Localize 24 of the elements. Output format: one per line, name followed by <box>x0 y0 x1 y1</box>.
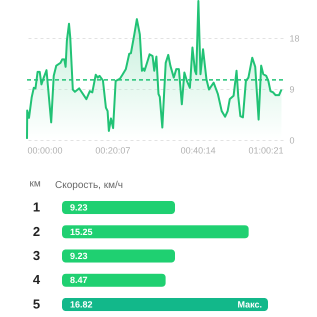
data-label: 16.82 <box>70 299 93 310</box>
y-tick-label: 0 <box>290 136 295 146</box>
bar <box>62 298 268 312</box>
data-label: 8.47 <box>70 275 88 286</box>
x-tick-label: 01:00:21 <box>248 146 284 156</box>
y-tick-label: 1 <box>32 200 40 215</box>
y-tick-label: 3 <box>32 248 40 263</box>
y-tick-label: 4 <box>32 272 41 288</box>
y-tick-label: 9 <box>290 84 295 94</box>
data-label: 9.23 <box>70 202 88 213</box>
y-tick-label: 18 <box>290 33 300 44</box>
x-tick-label: 00:20:07 <box>95 146 130 156</box>
y-tick-label: 5 <box>32 296 40 312</box>
annotation: Макс. <box>237 299 262 310</box>
bar <box>62 249 176 263</box>
x-tick-label: 00:40:14 <box>180 146 216 156</box>
chart-title: Скорость, км/ч <box>55 180 123 191</box>
y-axis-title: км <box>30 178 41 190</box>
bar <box>62 225 249 238</box>
data-label: 9.23 <box>70 251 88 261</box>
x-tick-label: 00:00:00 <box>28 146 63 156</box>
bar <box>62 200 176 214</box>
y-tick-label: 2 <box>32 224 40 239</box>
data-label: 15.25 <box>70 226 93 237</box>
